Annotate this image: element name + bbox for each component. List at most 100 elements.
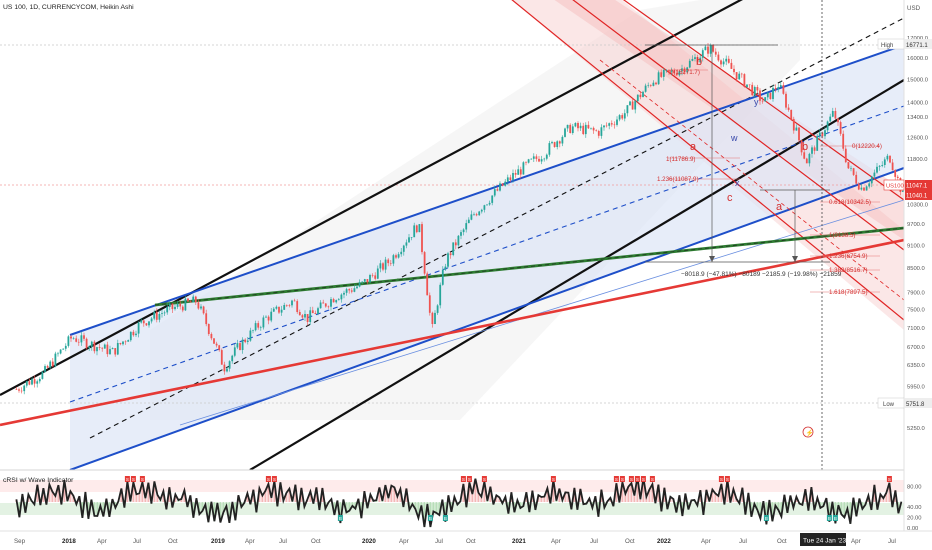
candle-body bbox=[756, 87, 759, 91]
indicator-bar bbox=[435, 502, 438, 513]
overbought-band bbox=[0, 480, 904, 492]
candle-body bbox=[543, 158, 546, 160]
indicator-bar bbox=[771, 502, 774, 522]
candle-body bbox=[38, 379, 41, 382]
candle-body bbox=[691, 59, 694, 61]
indicator-bar bbox=[474, 478, 477, 502]
candle-body bbox=[127, 340, 130, 342]
candle-body bbox=[847, 162, 850, 169]
indicator-bar bbox=[42, 488, 45, 502]
candle-body bbox=[439, 284, 442, 306]
indicator-bar bbox=[765, 502, 768, 525]
candle-body bbox=[441, 269, 444, 285]
measure-left-label: −8018.9 (−47.81%) −80189 bbox=[681, 271, 761, 278]
price-tick-17: 5950.0 bbox=[907, 385, 925, 391]
candle-body bbox=[876, 166, 878, 173]
indicator-bar bbox=[759, 502, 762, 519]
red-channel-lower bbox=[622, 0, 904, 201]
candle-body bbox=[153, 311, 156, 319]
candle-body bbox=[408, 237, 410, 243]
candle-body bbox=[878, 165, 881, 167]
candle-body bbox=[265, 316, 267, 318]
candle-body bbox=[168, 303, 171, 307]
candle-body bbox=[720, 60, 722, 65]
candle-body bbox=[636, 94, 639, 102]
wave-label-b2: b bbox=[802, 141, 808, 153]
flag-icon[interactable] bbox=[802, 426, 814, 438]
high-value: 16771.1 bbox=[906, 43, 928, 49]
candle-body bbox=[478, 211, 481, 216]
sell-marker bbox=[130, 476, 136, 482]
candle-body bbox=[894, 170, 897, 177]
candle-body bbox=[540, 159, 543, 162]
sell-marker bbox=[124, 476, 130, 482]
fib-right-1382: 1.382(8516.7) bbox=[829, 267, 868, 274]
high-value-box bbox=[905, 39, 932, 49]
candle-body bbox=[46, 366, 49, 368]
indicator-bar bbox=[63, 480, 66, 502]
candle-body bbox=[504, 181, 507, 186]
candle-body bbox=[57, 353, 59, 355]
main-plot: −8018.9 (−47.81%) −80189 −2185.9 (−19.98… bbox=[0, 0, 904, 470]
indicator-bar bbox=[222, 502, 225, 513]
candle-body bbox=[787, 107, 790, 110]
candle-body bbox=[488, 202, 491, 205]
candle-body bbox=[49, 361, 52, 368]
indicator-bar bbox=[423, 502, 426, 527]
candle-body bbox=[514, 173, 517, 175]
buy-marker-label: B bbox=[429, 516, 432, 521]
candle-body bbox=[574, 123, 577, 127]
candle-body bbox=[798, 127, 800, 141]
candle-body bbox=[631, 101, 634, 110]
candle-body bbox=[673, 70, 676, 74]
candle-body bbox=[597, 131, 600, 136]
candle-body bbox=[558, 141, 561, 144]
sell-marker-label: S bbox=[630, 477, 633, 482]
candle-body bbox=[852, 168, 855, 175]
candle-body bbox=[657, 72, 660, 85]
candle-body bbox=[327, 306, 330, 308]
indicator-bar bbox=[273, 480, 276, 502]
indicator-bar bbox=[711, 489, 714, 502]
sell-marker bbox=[886, 476, 892, 482]
candle-body bbox=[457, 235, 460, 246]
candle-body bbox=[345, 289, 348, 293]
blue-channel-shade bbox=[70, 45, 904, 470]
indicator-bar bbox=[141, 482, 144, 502]
candle-body bbox=[246, 340, 249, 342]
candle-body bbox=[150, 318, 153, 322]
candle-body bbox=[662, 70, 665, 77]
sell-marker-label: S bbox=[273, 477, 276, 482]
candle-body bbox=[296, 301, 299, 312]
indicator-bar bbox=[126, 481, 129, 502]
indicator-bar bbox=[615, 483, 618, 502]
fib-left-0: 0(15271.7) bbox=[670, 69, 700, 76]
candle-body bbox=[889, 155, 891, 163]
candle-body bbox=[678, 71, 681, 76]
time-label-20: Oct bbox=[777, 538, 787, 545]
indicator-bar bbox=[426, 502, 429, 504]
time-labels: Sep 2018 Apr Jul Oct 2019 Apr Jul Oct 2020 Apr Jul O… bbox=[14, 538, 896, 545]
sell-marker-label: S bbox=[141, 477, 144, 482]
candle-body bbox=[792, 119, 795, 131]
candle-body bbox=[189, 301, 192, 303]
price-axis[interactable] bbox=[904, 0, 932, 550]
buy-marker-label: B bbox=[444, 516, 447, 521]
wave-label-w: w bbox=[730, 133, 738, 143]
time-label-18: Apr bbox=[701, 538, 711, 545]
candle-body bbox=[288, 305, 291, 306]
sell-marker-label: S bbox=[462, 477, 465, 482]
indicator-bar bbox=[57, 485, 60, 502]
candle-body bbox=[343, 292, 345, 295]
candle-body bbox=[384, 259, 387, 270]
sell-marker bbox=[724, 476, 730, 482]
candle-body bbox=[694, 57, 696, 59]
time-axis[interactable] bbox=[0, 531, 932, 550]
candle-body bbox=[44, 366, 46, 372]
candle-body bbox=[187, 298, 189, 302]
candle-body bbox=[223, 364, 226, 372]
last-price: 11047.1 bbox=[906, 184, 928, 190]
indicator-bar bbox=[207, 502, 210, 523]
candle-body bbox=[701, 50, 704, 58]
sell-marker bbox=[619, 476, 625, 482]
